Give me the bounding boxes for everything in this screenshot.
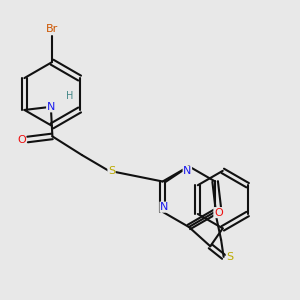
Text: O: O [214, 208, 223, 218]
Text: N: N [47, 102, 55, 112]
Text: O: O [17, 134, 26, 145]
Text: Br: Br [46, 25, 58, 34]
Text: S: S [226, 252, 233, 262]
Text: N: N [183, 166, 191, 176]
Text: S: S [108, 166, 115, 176]
Text: H: H [66, 91, 73, 101]
Text: N: N [160, 202, 168, 212]
